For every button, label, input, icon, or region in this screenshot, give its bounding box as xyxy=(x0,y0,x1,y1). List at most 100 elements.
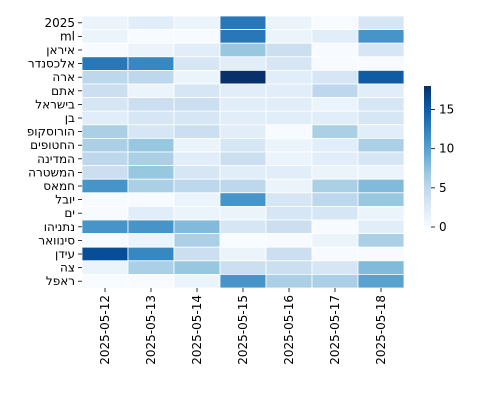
heatmap-cell xyxy=(311,165,359,180)
heatmap-cell xyxy=(311,192,359,207)
heatmap-cell xyxy=(311,246,359,262)
y-tick-label: המשטרה xyxy=(28,165,75,179)
colorbar-tick-label: 10 xyxy=(439,142,454,156)
heatmap-cell xyxy=(81,42,129,58)
heatmap-cell xyxy=(81,97,129,112)
y-tick-label: ראפל xyxy=(46,274,75,288)
heatmap-cell xyxy=(265,165,313,180)
heatmap-cell xyxy=(311,42,359,58)
heatmap-cell xyxy=(81,110,129,126)
x-tick-label: 2025-05-18 xyxy=(374,295,388,365)
heatmap-cell xyxy=(81,205,129,221)
heatmap-cell xyxy=(173,233,221,248)
heatmap-cell xyxy=(357,178,405,194)
heatmap-cell xyxy=(81,273,129,289)
heatmap-cell xyxy=(311,70,359,85)
heatmap-cell xyxy=(81,219,129,235)
x-tick-label: 2025-05-14 xyxy=(190,295,204,365)
x-tick-label: 2025-05-15 xyxy=(236,295,250,365)
heatmap-cell xyxy=(357,56,405,71)
y-tick-label: חמאס xyxy=(43,179,75,193)
heatmap-cell xyxy=(219,124,267,139)
heatmap-cell xyxy=(127,83,175,99)
y-tick-label: החטופים xyxy=(30,138,75,152)
y-tick-label: ים xyxy=(64,206,75,220)
heatmap-cell xyxy=(265,273,313,289)
heatmap-cell xyxy=(265,42,313,58)
heatmap-cell xyxy=(81,246,129,262)
heatmap-cell xyxy=(357,29,405,44)
x-tick-label: 2025-05-13 xyxy=(144,295,158,365)
heatmap-cell xyxy=(173,29,221,44)
y-tick-label: ml xyxy=(60,29,75,43)
heatmap-cell xyxy=(265,151,313,167)
heatmap-cell xyxy=(219,246,267,262)
heatmap-cell xyxy=(357,110,405,126)
heatmap-cell xyxy=(357,205,405,221)
heatmap-cell xyxy=(311,97,359,112)
heatmap-cell xyxy=(265,29,313,44)
heatmap-cell xyxy=(357,97,405,112)
heatmap-cell xyxy=(357,15,405,31)
heatmap-cell xyxy=(265,219,313,235)
heatmap-cell xyxy=(357,246,405,262)
y-tick-label: אתם xyxy=(51,84,75,98)
heatmap-cell xyxy=(81,124,129,139)
y-tick-label: 2025 xyxy=(44,16,75,30)
heatmap-cell xyxy=(81,151,129,167)
colorbar-tick-label: 5 xyxy=(439,181,447,195)
heatmap-cell xyxy=(357,42,405,58)
heatmap-cell xyxy=(173,151,221,167)
heatmap-cell xyxy=(127,273,175,289)
heatmap-cell xyxy=(357,83,405,99)
heatmap-cell xyxy=(265,83,313,99)
heatmap-cell xyxy=(127,260,175,275)
heatmap-cell xyxy=(127,42,175,58)
heatmap-cell xyxy=(219,151,267,167)
heatmap-cell xyxy=(219,137,267,153)
heatmap-cell xyxy=(127,15,175,31)
heatmap-cell xyxy=(265,205,313,221)
heatmap-cell xyxy=(127,29,175,44)
heatmap-cell xyxy=(127,56,175,71)
heatmap-cell xyxy=(127,124,175,139)
heatmap-cell xyxy=(311,110,359,126)
heatmap-cell xyxy=(127,205,175,221)
heatmap-cell xyxy=(219,165,267,180)
heatmap-cell xyxy=(127,70,175,85)
x-axis: 2025-05-12 2025-05-13 2025-05-14 2025-05-15… xyxy=(98,288,388,365)
y-tick-label: ארה xyxy=(52,70,75,84)
heatmap-cell xyxy=(357,273,405,289)
heatmap-cell xyxy=(219,273,267,289)
heatmap-cell xyxy=(265,137,313,153)
colorbar-tick-label: 0 xyxy=(439,220,447,234)
heatmap-cell xyxy=(311,219,359,235)
y-tick-label: אלכסנדר xyxy=(28,57,75,71)
y-tick-label: צה xyxy=(60,261,75,275)
heatmap-cell xyxy=(219,42,267,58)
heatmap-cell xyxy=(173,205,221,221)
heatmap-cell xyxy=(173,56,221,71)
heatmap-cell xyxy=(173,97,221,112)
heatmap-cell xyxy=(81,233,129,248)
heatmap-cell xyxy=(127,246,175,262)
colorbar-tick-label: 15 xyxy=(439,103,454,117)
heatmap-cell xyxy=(311,273,359,289)
heatmap-cell xyxy=(311,178,359,194)
heatmap-cell xyxy=(127,219,175,235)
heatmap-cell xyxy=(357,124,405,139)
heatmap-cell xyxy=(219,29,267,44)
x-tick-label: 2025-05-16 xyxy=(282,295,296,365)
heatmap-cell xyxy=(81,165,129,180)
heatmap-cell xyxy=(219,219,267,235)
heatmap-cell xyxy=(311,205,359,221)
heatmap-cell xyxy=(127,137,175,153)
heatmap-cell xyxy=(173,178,221,194)
heatmap-cell xyxy=(127,165,175,180)
heatmap-cell xyxy=(173,165,221,180)
heatmap-cell xyxy=(311,137,359,153)
heatmap-cell xyxy=(265,70,313,85)
heatmap-cell xyxy=(81,83,129,99)
heatmap-cell xyxy=(173,246,221,262)
heatmap-cell xyxy=(81,260,129,275)
